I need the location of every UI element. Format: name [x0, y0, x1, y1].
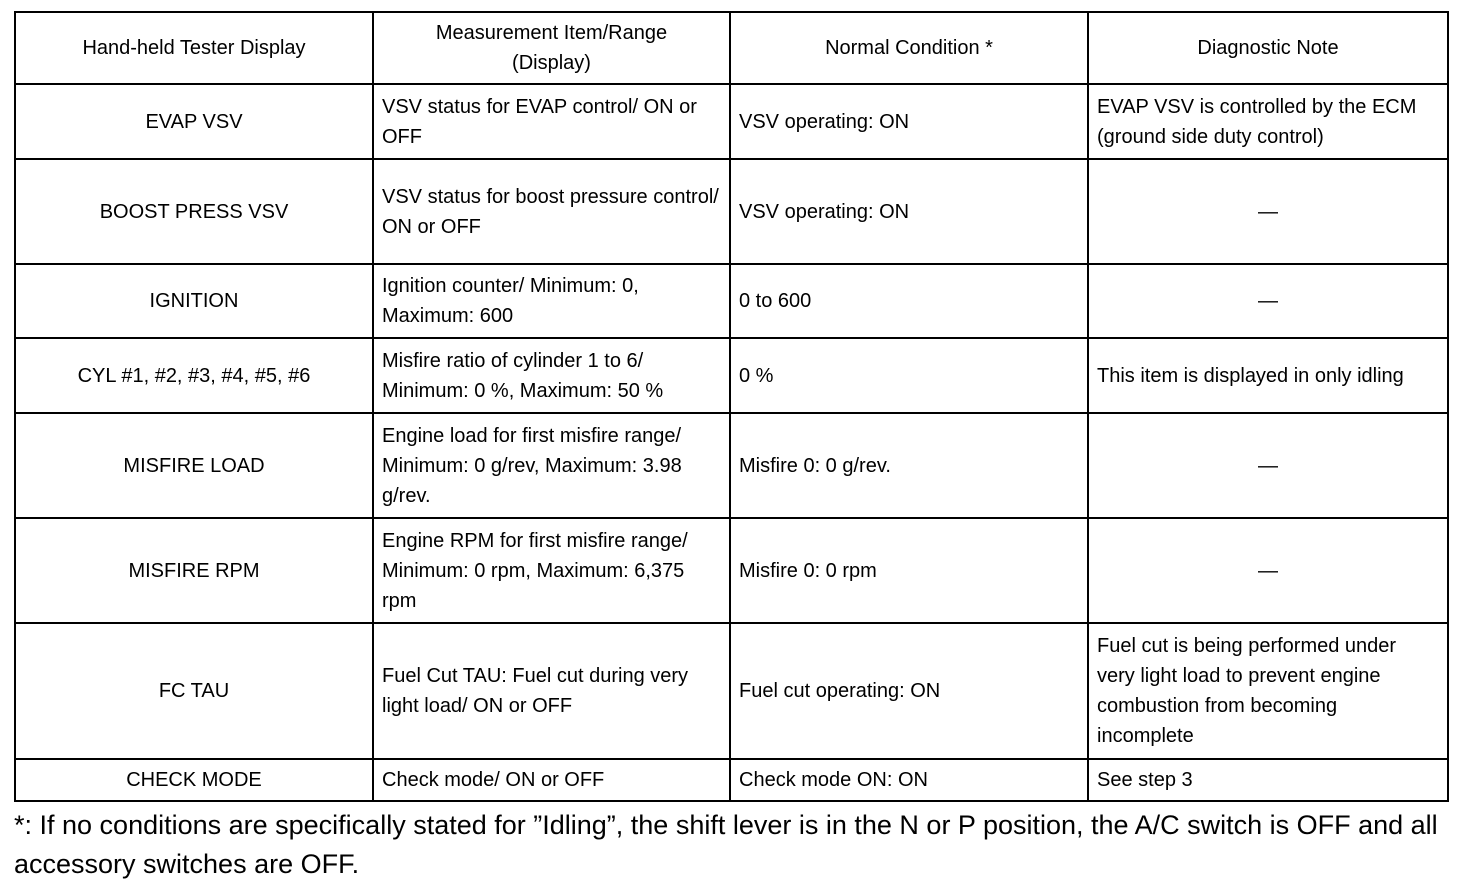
cell-tester-display: MISFIRE RPM [14, 517, 374, 624]
table-row: FC TAU Fuel Cut TAU: Fuel cut during very… [14, 622, 1449, 760]
cell-diagnostic-note: EVAP VSV is controlled by the ECM (groun… [1087, 83, 1449, 160]
header-row: Hand-held Tester Display Measurement Ite… [14, 11, 1449, 85]
table-row: EVAP VSV VSV status for EVAP control/ ON … [14, 83, 1449, 160]
cell-tester-display: FC TAU [14, 622, 374, 760]
table-row: MISFIRE LOAD Engine load for first misfir… [14, 412, 1449, 519]
table-row: MISFIRE RPM Engine RPM for first misfire … [14, 517, 1449, 624]
cell-normal-condition: VSV operating: ON [729, 83, 1089, 160]
table-row: CHECK MODE Check mode/ ON or OFF Check mod… [14, 758, 1449, 802]
header-measurement-item: Measurement Item/Range (Display) [372, 11, 731, 85]
table-row: BOOST PRESS VSV VSV status for boost pres… [14, 158, 1449, 265]
data-list-table: Hand-held Tester Display Measurement Ite… [14, 11, 1449, 802]
table-row: CYL #1, #2, #3, #4, #5, #6 Misfire ratio … [14, 337, 1449, 414]
cell-normal-condition: 0 % [729, 337, 1089, 414]
cell-measurement-item: Ignition counter/ Minimum: 0, Maximum: 6… [372, 263, 731, 339]
cell-measurement-item: VSV status for boost pressure control/ O… [372, 158, 731, 265]
cell-measurement-item: Engine RPM for first misfire range/ Mini… [372, 517, 731, 624]
cell-diagnostic-note: — [1087, 412, 1449, 519]
cell-tester-display: EVAP VSV [14, 83, 374, 160]
cell-tester-display: IGNITION [14, 263, 374, 339]
header-line-2: (Display) [512, 52, 591, 74]
header-diagnostic-note: Diagnostic Note [1087, 11, 1449, 85]
cell-measurement-item: Misfire ratio of cylinder 1 to 6/ Minimu… [372, 337, 731, 414]
cell-measurement-item: Fuel Cut TAU: Fuel cut during very light… [372, 622, 731, 760]
cell-measurement-item: VSV status for EVAP control/ ON or OFF [372, 83, 731, 160]
cell-measurement-item: Engine load for first misfire range/ Min… [372, 412, 731, 519]
cell-diagnostic-note: — [1087, 158, 1449, 265]
cell-normal-condition: VSV operating: ON [729, 158, 1089, 265]
cell-normal-condition: Misfire 0: 0 g/rev. [729, 412, 1089, 519]
cell-normal-condition: Fuel cut operating: ON [729, 622, 1089, 760]
cell-diagnostic-note: Fuel cut is being performed under very l… [1087, 622, 1449, 760]
cell-tester-display: CHECK MODE [14, 758, 374, 802]
cell-normal-condition: 0 to 600 [729, 263, 1089, 339]
cell-normal-condition: Misfire 0: 0 rpm [729, 517, 1089, 624]
footnote: *: If no conditions are specifically sta… [14, 810, 1438, 879]
cell-diagnostic-note: — [1087, 517, 1449, 624]
cell-tester-display: CYL #1, #2, #3, #4, #5, #6 [14, 337, 374, 414]
header-tester-display: Hand-held Tester Display [14, 11, 374, 85]
header-line-1: Measurement Item/Range [435, 22, 668, 44]
cell-normal-condition: Check mode ON: ON [729, 758, 1089, 802]
cell-tester-display: MISFIRE LOAD [14, 412, 374, 519]
cell-diagnostic-note: — [1087, 263, 1449, 339]
table-row: IGNITION Ignition counter/ Minimum: 0, Ma… [14, 263, 1449, 339]
cell-diagnostic-note: See step 3 [1087, 758, 1449, 802]
header-normal-condition: Normal Condition * [729, 11, 1089, 85]
cell-tester-display: BOOST PRESS VSV [14, 158, 374, 265]
cell-measurement-item: Check mode/ ON or OFF [372, 758, 731, 802]
cell-diagnostic-note: This item is displayed in only idling [1087, 337, 1449, 414]
